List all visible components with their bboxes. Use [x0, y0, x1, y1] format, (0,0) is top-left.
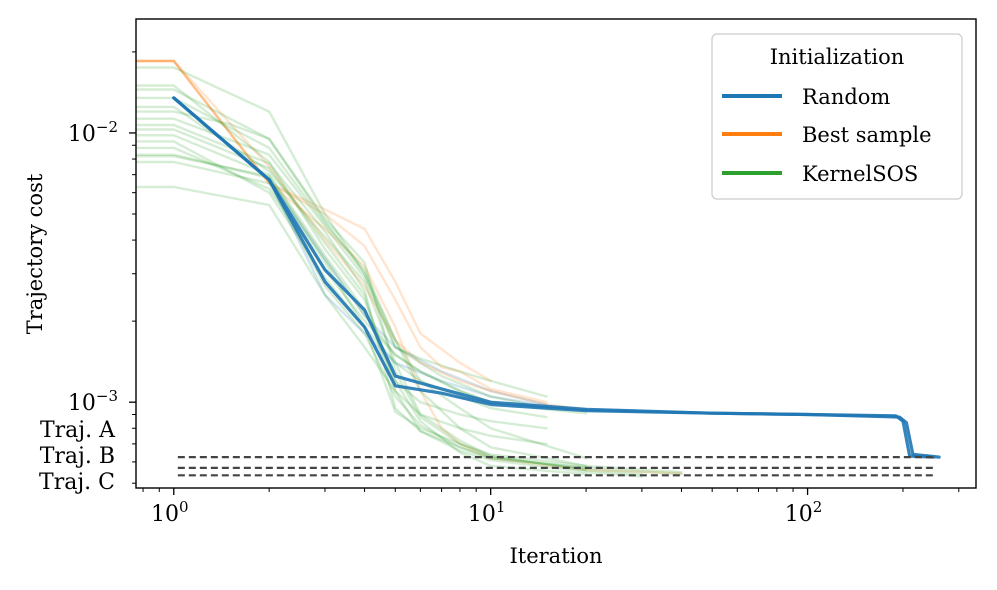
series-line-best-sample-5: [136, 59, 492, 383]
x-axis-label: Iteration: [509, 544, 602, 568]
series-line-kernelsos-13: [136, 66, 588, 460]
reference-label-traj-c: Traj. C: [39, 470, 115, 495]
legend-label-random: Random: [802, 85, 890, 109]
x-tick-label: 102: [785, 498, 823, 527]
series-line-kernelsos-9: [136, 185, 548, 446]
series-line-kernelsos-19: [136, 88, 588, 472]
series-line-random-2: [172, 96, 588, 411]
y-axis-ticks: 10−2 10−3: [68, 51, 136, 484]
x-axis-ticks: 100 101 102: [142, 488, 960, 527]
series-line-best-sample-7: [136, 59, 683, 475]
x-tick-label: 101: [468, 498, 506, 527]
reference-label-traj-a: Traj. A: [40, 418, 116, 443]
series-line-kernelsos-23: [136, 153, 588, 468]
y-tick-label: 10−2: [68, 118, 118, 147]
legend-label-kernelsos: KernelSOS: [802, 162, 918, 186]
series-line-kernelsos-16: [136, 105, 644, 476]
legend: Initialization Random Best sample Kernel…: [711, 33, 963, 200]
series-lines: [136, 59, 941, 478]
series-line-best-sample-6: [136, 59, 548, 404]
series-line-kernelsos-17: [136, 160, 588, 470]
legend-entry-random: Random: [722, 85, 890, 109]
reference-lines: [177, 456, 937, 477]
y-tick-label: 10−3: [68, 387, 118, 416]
series-line-kernelsos-11: [136, 110, 548, 398]
series-line-kernelsos-20: [136, 146, 492, 404]
reference-label-traj-b: Traj. B: [40, 444, 115, 469]
legend-title: Initialization: [770, 45, 905, 69]
y-axis-label: Trajectory cost: [23, 173, 47, 334]
plot-frame: [135, 18, 977, 489]
series-line-best-sample-4: [136, 59, 588, 411]
legend-box: [711, 33, 963, 200]
legend-entry-best-sample: Best sample: [722, 123, 932, 147]
series-line-kernelsos-10: [136, 96, 683, 474]
series-line-random-1: [172, 96, 941, 459]
series-line-kernelsos-21: [136, 128, 644, 478]
legend-entry-kernelsos: KernelSOS: [722, 162, 918, 186]
legend-label-best-sample: Best sample: [802, 123, 932, 147]
series-line-kernelsos-18: [136, 117, 548, 410]
x-tick-label: 100: [151, 498, 189, 527]
